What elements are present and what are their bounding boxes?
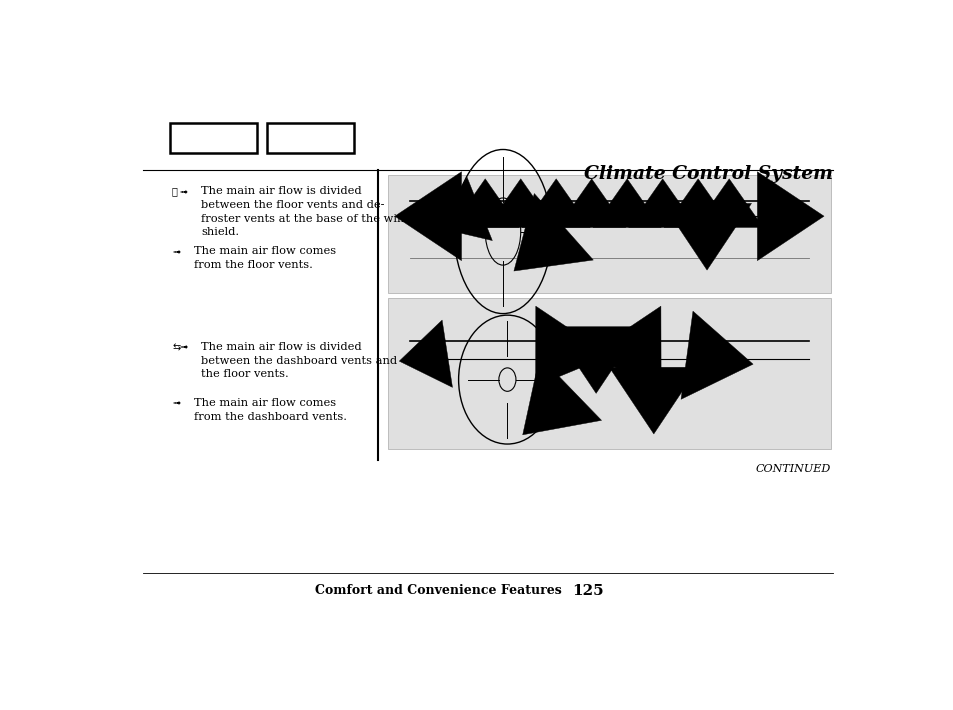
Bar (387, 175, 830, 293)
Text: The main air flow is divided
between the floor vents and de-
froster vents at th: The main air flow is divided between the… (201, 186, 416, 237)
Text: ➟: ➟ (172, 246, 180, 256)
Bar (170, 124, 256, 153)
Bar (387, 298, 830, 449)
Text: ➟: ➟ (172, 398, 180, 408)
Text: CONTINUED: CONTINUED (755, 464, 830, 474)
Text: ⇆➟: ⇆➟ (172, 342, 189, 352)
Text: Comfort and Convenience Features: Comfort and Convenience Features (314, 584, 560, 597)
Text: The main air flow is divided
between the dashboard vents and
the floor vents.: The main air flow is divided between the… (201, 342, 397, 379)
Text: The main air flow comes
from the floor vents.: The main air flow comes from the floor v… (193, 246, 335, 270)
Bar (267, 124, 354, 153)
Text: Ⓣ ➟: Ⓣ ➟ (172, 186, 189, 197)
Text: The main air flow comes
from the dashboard vents.: The main air flow comes from the dashboa… (193, 398, 347, 422)
Text: 125: 125 (571, 584, 602, 598)
Text: Climate Control System: Climate Control System (583, 165, 832, 183)
